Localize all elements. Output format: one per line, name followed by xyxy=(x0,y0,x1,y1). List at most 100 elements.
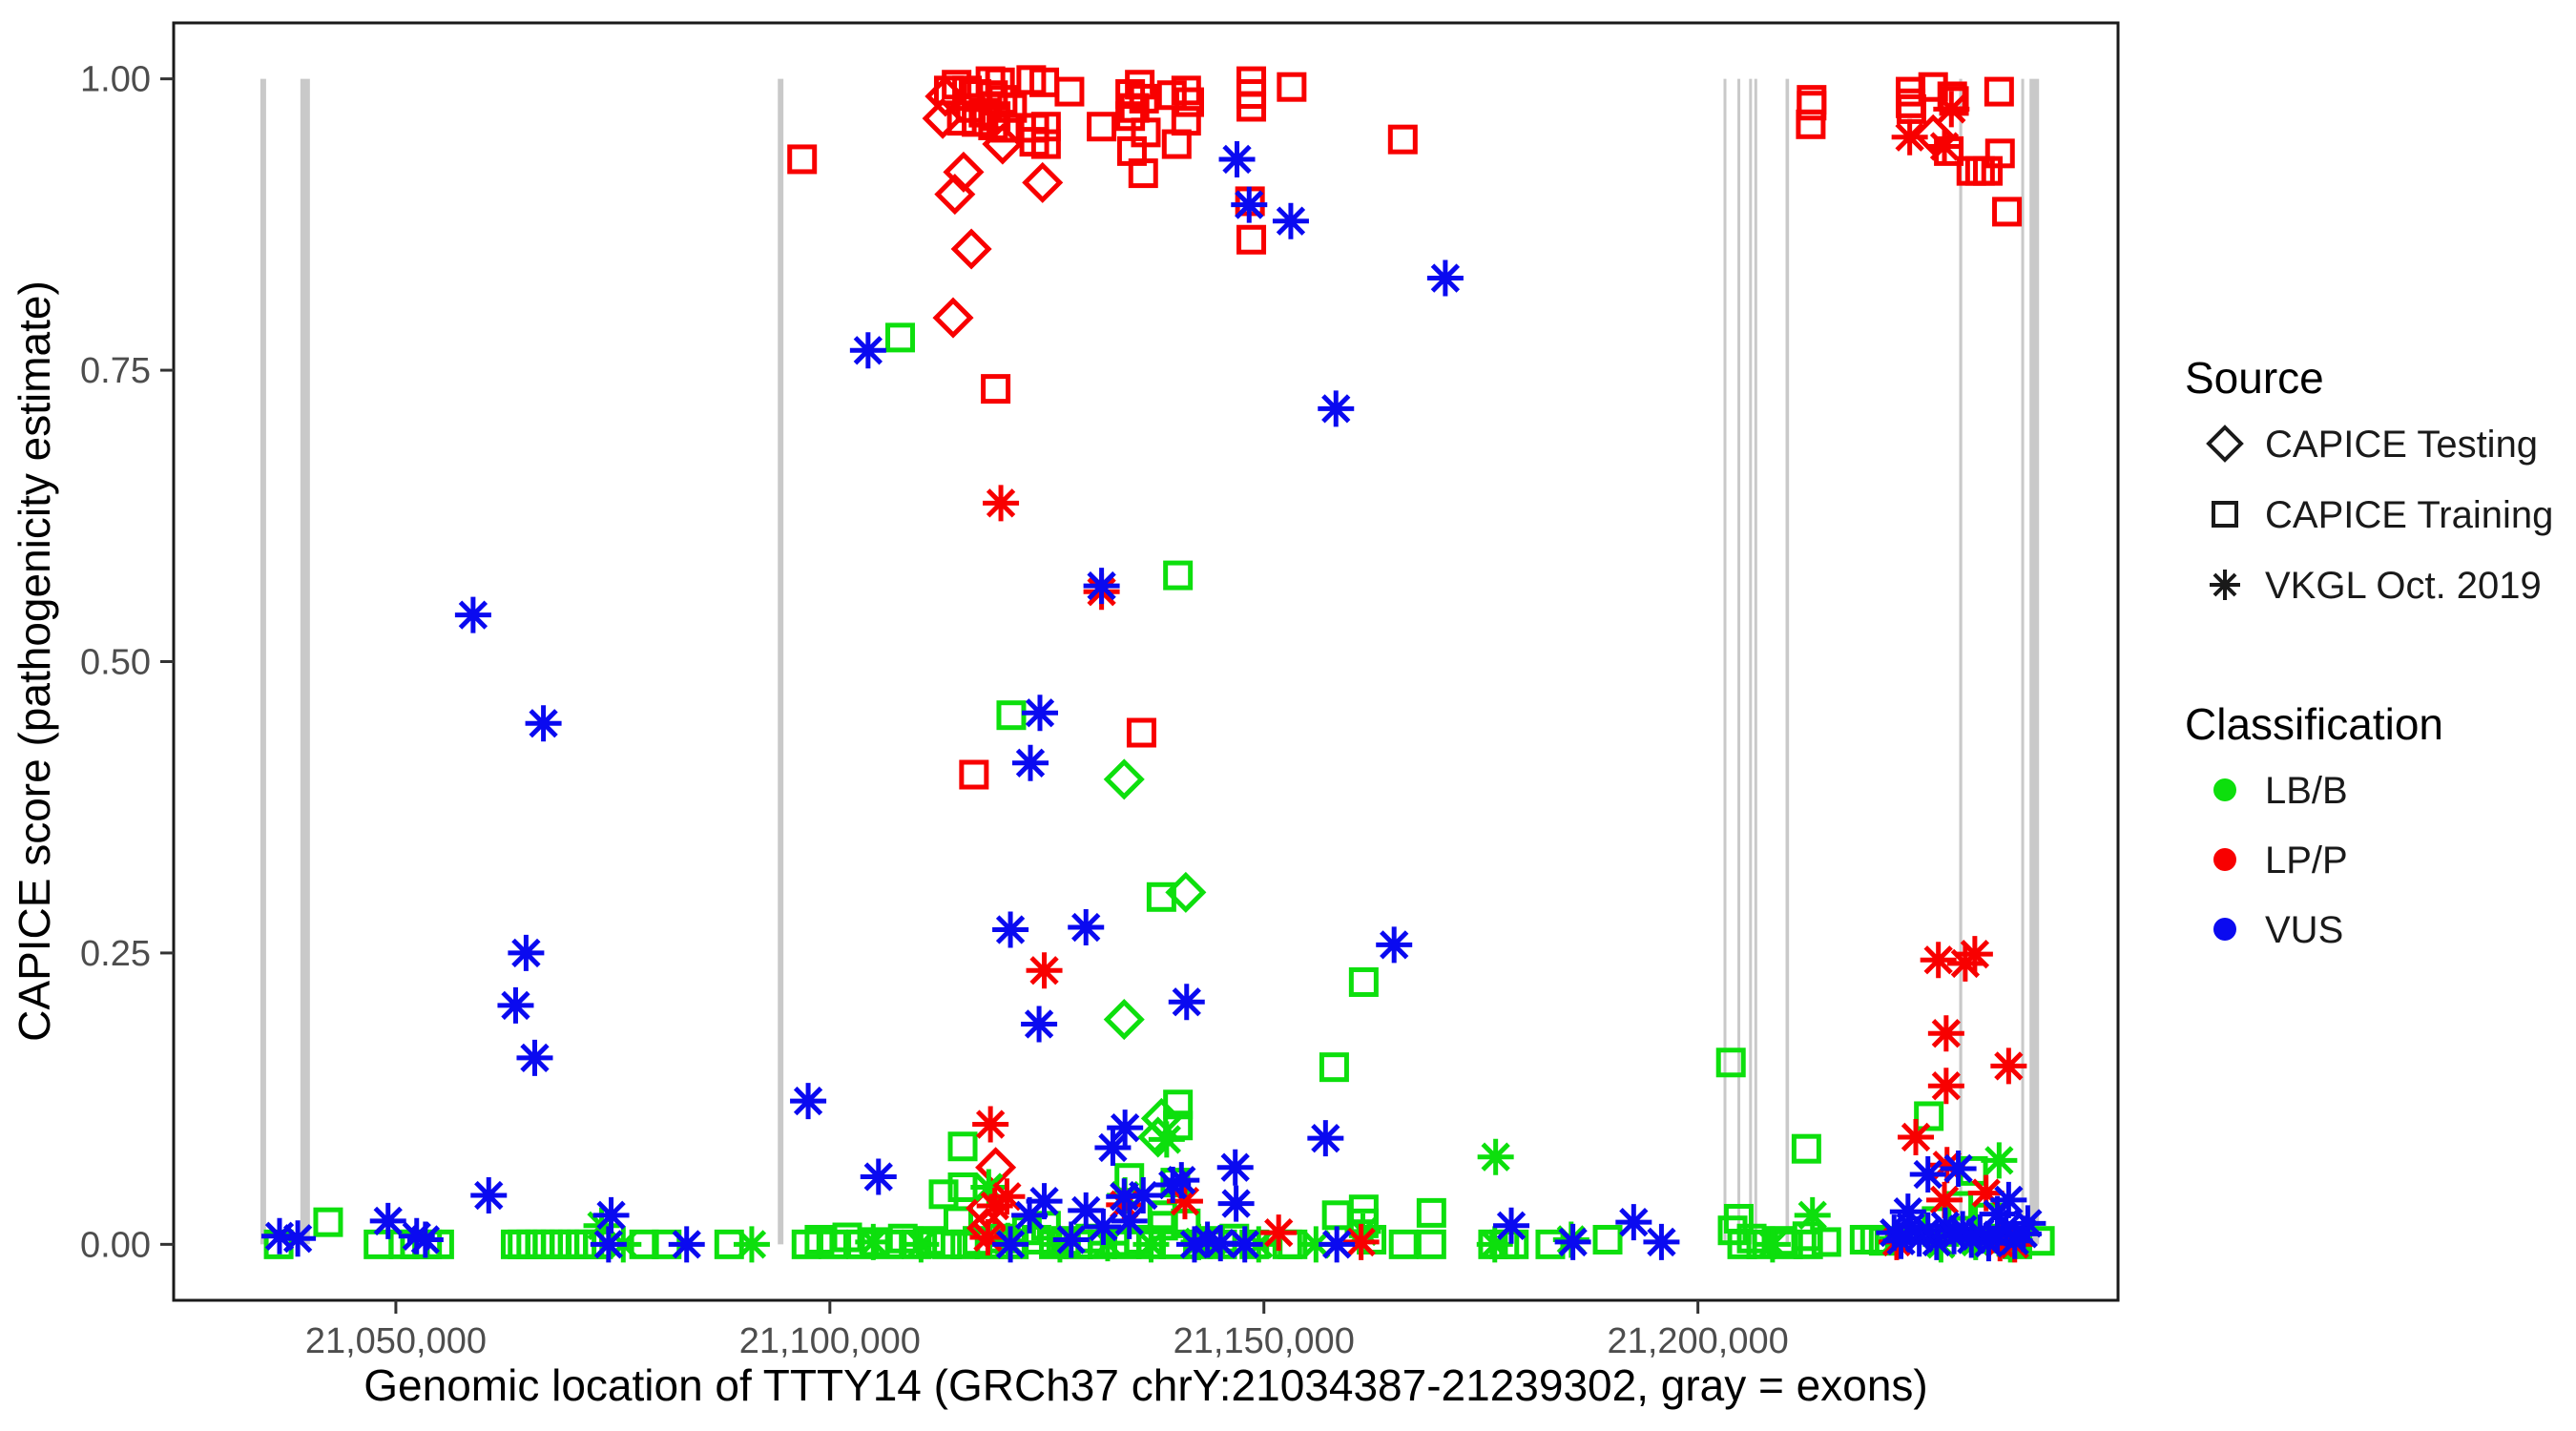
diamond-icon xyxy=(2206,425,2244,463)
data-point xyxy=(1106,1178,1143,1215)
series-lpp-square xyxy=(787,65,2023,790)
x-axis-title: Genomic location of TTTY14 (GRCh37 chrY:… xyxy=(364,1360,1928,1410)
legend-item-label: VUS xyxy=(2265,909,2343,951)
data-point xyxy=(1236,92,1267,122)
x-tick-label: 21,050,000 xyxy=(305,1321,487,1361)
data-point xyxy=(1882,1222,1920,1259)
data-point xyxy=(1111,1202,1148,1239)
data-point xyxy=(924,75,966,117)
data-point xyxy=(260,1217,298,1255)
data-point xyxy=(903,1226,940,1263)
data-point xyxy=(1260,1214,1298,1252)
data-point xyxy=(992,911,1029,948)
exon-bar xyxy=(1723,78,1727,1245)
data-point xyxy=(932,297,974,339)
data-point xyxy=(668,1226,705,1263)
series-vus-asterisk xyxy=(260,140,2046,1263)
data-point xyxy=(406,1221,444,1258)
data-point xyxy=(497,986,534,1024)
data-point xyxy=(943,151,985,193)
data-point xyxy=(1387,124,1418,155)
y-tick-label: 0.00 xyxy=(80,1225,151,1265)
data-point xyxy=(1026,1183,1063,1220)
data-point xyxy=(1794,1196,1831,1234)
data-point xyxy=(1920,942,1957,979)
data-point xyxy=(976,1188,1013,1225)
data-point xyxy=(1128,158,1158,189)
data-point xyxy=(1927,1015,1964,1052)
data-point xyxy=(1990,1047,2027,1085)
data-point xyxy=(885,322,916,353)
lpp-dot-icon xyxy=(2213,848,2236,871)
data-point xyxy=(1967,1174,2005,1212)
data-point xyxy=(947,1131,978,1162)
data-point xyxy=(1163,560,1194,591)
exon-bar xyxy=(260,78,266,1245)
data-point xyxy=(1811,1227,1841,1257)
data-point xyxy=(1592,1224,1623,1255)
data-point xyxy=(454,596,491,633)
data-point xyxy=(1990,1181,2027,1218)
data-point xyxy=(990,113,1021,143)
data-point xyxy=(959,759,989,790)
data-point xyxy=(922,97,964,139)
data-point xyxy=(1933,91,1970,128)
asterisk-icon xyxy=(2210,570,2240,600)
y-axis-ticks: 0.00 0.25 0.50 0.75 1.00 xyxy=(80,60,174,1265)
data-point xyxy=(1217,1185,1255,1222)
data-point xyxy=(1342,1223,1380,1260)
data-point xyxy=(1348,966,1379,997)
data-point xyxy=(1202,1225,1239,1262)
data-point xyxy=(1891,118,1928,156)
data-point xyxy=(1131,117,1161,148)
data-point xyxy=(982,123,1024,165)
data-point xyxy=(1154,1167,1192,1204)
data-point xyxy=(1022,695,1058,732)
data-point xyxy=(516,1039,553,1076)
data-point xyxy=(1796,109,1826,139)
data-point xyxy=(1940,1150,1977,1187)
data-point xyxy=(1030,112,1061,142)
data-point xyxy=(1125,1177,1162,1214)
x-axis-ticks: 21,050,000 21,100,000 21,150,000 21,200,000 xyxy=(305,1300,1789,1361)
x-tick-label: 21,100,000 xyxy=(739,1321,921,1361)
data-point xyxy=(280,1220,317,1257)
data-point xyxy=(997,93,1028,123)
data-point xyxy=(1103,999,1145,1041)
data-point xyxy=(969,1219,1007,1256)
exon-bars xyxy=(260,78,2040,1245)
data-point xyxy=(1218,140,1256,177)
legend-item-label: CAPICE Testing xyxy=(2265,424,2538,466)
lbb-dot-icon xyxy=(2213,778,2236,801)
data-point xyxy=(1103,758,1145,800)
data-point xyxy=(1956,936,1993,973)
data-point xyxy=(962,107,992,137)
data-point xyxy=(470,1177,508,1214)
data-point xyxy=(790,1083,827,1120)
legend: Source CAPICE Testing CAPICE Training VK… xyxy=(2185,353,2553,951)
y-tick-label: 0.50 xyxy=(80,643,151,683)
data-point xyxy=(1094,1129,1132,1166)
data-point xyxy=(1477,1138,1514,1175)
data-point xyxy=(1148,1121,1185,1158)
data-point xyxy=(733,1226,770,1263)
data-point xyxy=(1011,1196,1049,1234)
data-point xyxy=(1715,1047,1746,1078)
data-point xyxy=(1026,952,1063,989)
legend-item-lpp: LP/P xyxy=(2213,840,2348,881)
data-point xyxy=(1087,112,1117,142)
data-point xyxy=(1298,1226,1335,1263)
y-axis-title: CAPICE score (pathogenicity estimate) xyxy=(10,280,59,1042)
data-point xyxy=(1992,197,2023,227)
data-point xyxy=(590,1226,627,1263)
data-point xyxy=(1171,106,1201,136)
data-point xyxy=(972,1106,1009,1143)
data-point xyxy=(787,144,818,175)
data-point xyxy=(1083,568,1120,605)
legend-source-title: Source xyxy=(2185,353,2324,403)
data-point xyxy=(1126,717,1156,748)
legend-item-label: LB/B xyxy=(2265,770,2348,812)
data-point xyxy=(1643,1223,1680,1260)
